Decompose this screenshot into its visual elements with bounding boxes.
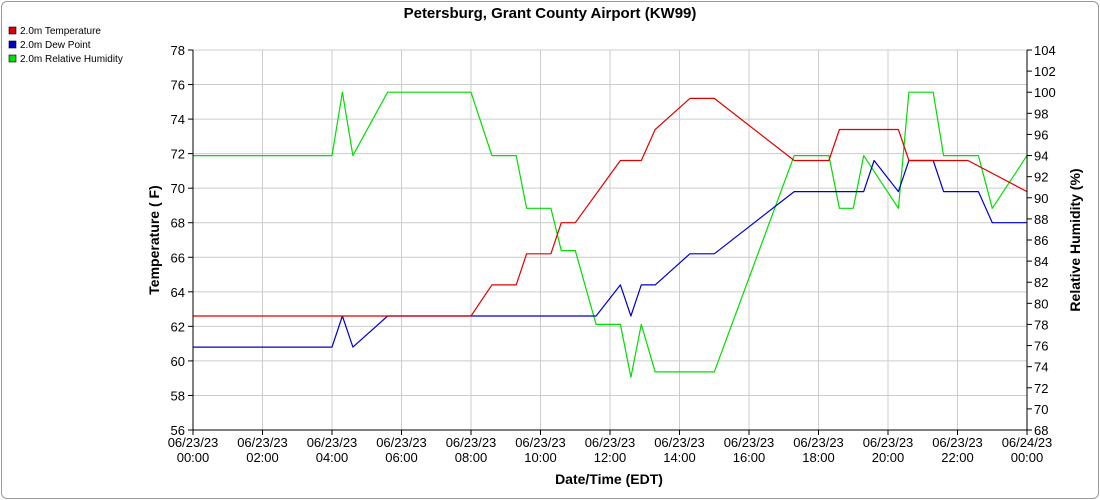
y2-tick-label: 94	[1034, 149, 1048, 164]
x-tick-date: 06/24/23	[1002, 435, 1053, 450]
x-tick-label: 06/23/23 20:00	[863, 435, 914, 465]
x-tick-date: 06/23/23	[515, 435, 566, 450]
legend-label-temperature: 2.0m Temperature	[20, 26, 101, 37]
y-tick-label: 62	[171, 319, 185, 334]
y2-tick-label: 78	[1034, 317, 1048, 332]
y2-tick-labels: 68 70 72 74 76 78 80 82 84 86 88 90 92 94 96 98 100 102 10…	[1034, 43, 1056, 438]
x-tick-label: 06/23/23 18:00	[793, 435, 844, 465]
y-tick-label: 58	[171, 388, 185, 403]
x-tick-time: 18:00	[802, 450, 835, 465]
y2-tick-label: 104	[1034, 43, 1056, 58]
x-tick-label: 06/23/23 08:00	[446, 435, 497, 465]
legend-swatch-temperature	[8, 26, 17, 35]
y2-tick-label: 102	[1034, 64, 1056, 79]
legend-label-dew-point: 2.0m Dew Point	[20, 40, 91, 51]
y2-axis-label: Relative Humidity (%)	[1067, 168, 1083, 311]
x-tick-label: 06/23/23 12:00	[585, 435, 636, 465]
x-tick-date: 06/23/23	[654, 435, 705, 450]
series-layer	[193, 91, 1028, 378]
x-tick-time: 12:00	[594, 450, 627, 465]
legend-swatch-dew-point	[8, 40, 17, 49]
series-line-dew-point	[193, 159, 1027, 348]
grid	[192, 49, 1028, 431]
legend-swatch-relative-humidity	[8, 54, 17, 63]
x-tick-time: 16:00	[733, 450, 766, 465]
y-tick-label: 60	[171, 354, 185, 369]
x-tick-time: 14:00	[663, 450, 696, 465]
axes	[188, 49, 1032, 435]
x-axis-label: Date/Time (EDT)	[555, 471, 663, 487]
x-tick-date: 06/23/23	[585, 435, 636, 450]
y2-tick-label: 70	[1034, 402, 1048, 417]
x-tick-label: 06/23/23 04:00	[307, 435, 358, 465]
y-tick-label: 78	[171, 43, 185, 58]
y2-tick-label: 82	[1034, 275, 1048, 290]
y-tick-label: 76	[171, 78, 185, 93]
y-tick-label: 72	[171, 147, 185, 162]
x-tick-time: 10:00	[524, 450, 557, 465]
x-tick-time: 20:00	[872, 450, 905, 465]
x-tick-label: 06/23/23 02:00	[237, 435, 288, 465]
y2-tick-label: 72	[1034, 381, 1048, 396]
series-line-relative-humidity	[193, 91, 1028, 378]
y-tick-label: 64	[171, 285, 185, 300]
x-tick-date: 06/23/23	[724, 435, 775, 450]
y2-tick-label: 92	[1034, 170, 1048, 185]
x-tick-time: 02:00	[246, 450, 279, 465]
y-tick-label: 56	[171, 423, 185, 438]
x-tick-time: 00:00	[1011, 450, 1044, 465]
x-tick-label: 06/24/23 00:00	[1002, 435, 1053, 465]
x-tick-time: 06:00	[385, 450, 418, 465]
x-tick-label: 06/23/23 14:00	[654, 435, 705, 465]
x-tick-label: 06/23/23 06:00	[376, 435, 427, 465]
legend-label-relative-humidity: 2.0m Relative Humidity	[20, 54, 123, 65]
x-tick-label: 06/23/23 16:00	[724, 435, 775, 465]
x-tick-date: 06/23/23	[793, 435, 844, 450]
x-tick-label: 06/23/23 10:00	[515, 435, 566, 465]
y2-tick-label: 100	[1034, 85, 1056, 100]
x-tick-date: 06/23/23	[932, 435, 983, 450]
y-tick-labels: 56 58 60 62 64 66 68 70 72 74 76 78	[171, 43, 185, 438]
x-tick-label: 06/23/23 00:00	[168, 435, 219, 465]
y2-tick-label: 90	[1034, 191, 1048, 206]
y-tick-label: 66	[171, 250, 185, 265]
x-tick-time: 08:00	[455, 450, 488, 465]
y2-tick-label: 76	[1034, 339, 1048, 354]
x-tick-label: 06/23/23 22:00	[932, 435, 983, 465]
y2-tick-label: 84	[1034, 254, 1048, 269]
y2-tick-label: 74	[1034, 360, 1048, 375]
series-line-temperature	[193, 97, 1028, 317]
y2-tick-label: 96	[1034, 127, 1048, 142]
y2-tick-label: 98	[1034, 106, 1048, 121]
y-tick-label: 70	[171, 181, 185, 196]
y2-tick-label: 80	[1034, 296, 1048, 311]
x-tick-date: 06/23/23	[376, 435, 427, 450]
y2-tick-label: 86	[1034, 233, 1048, 248]
y2-tick-label: 68	[1034, 423, 1048, 438]
chart-title: Petersburg, Grant County Airport (KW99)	[404, 5, 697, 22]
x-tick-date: 06/23/23	[863, 435, 914, 450]
x-tick-date: 06/23/23	[237, 435, 288, 450]
y-axis-label: Temperature ( F)	[146, 185, 162, 294]
legend: 2.0m Temperature 2.0m Dew Point 2.0m Relat…	[8, 26, 123, 65]
x-tick-time: 00:00	[177, 450, 210, 465]
x-tick-date: 06/23/23	[168, 435, 219, 450]
y2-tick-label: 88	[1034, 212, 1048, 227]
y-tick-label: 68	[171, 216, 185, 231]
x-tick-time: 04:00	[316, 450, 349, 465]
x-tick-time: 22:00	[941, 450, 974, 465]
y-tick-label: 74	[171, 112, 185, 127]
x-tick-date: 06/23/23	[446, 435, 497, 450]
x-tick-date: 06/23/23	[307, 435, 358, 450]
